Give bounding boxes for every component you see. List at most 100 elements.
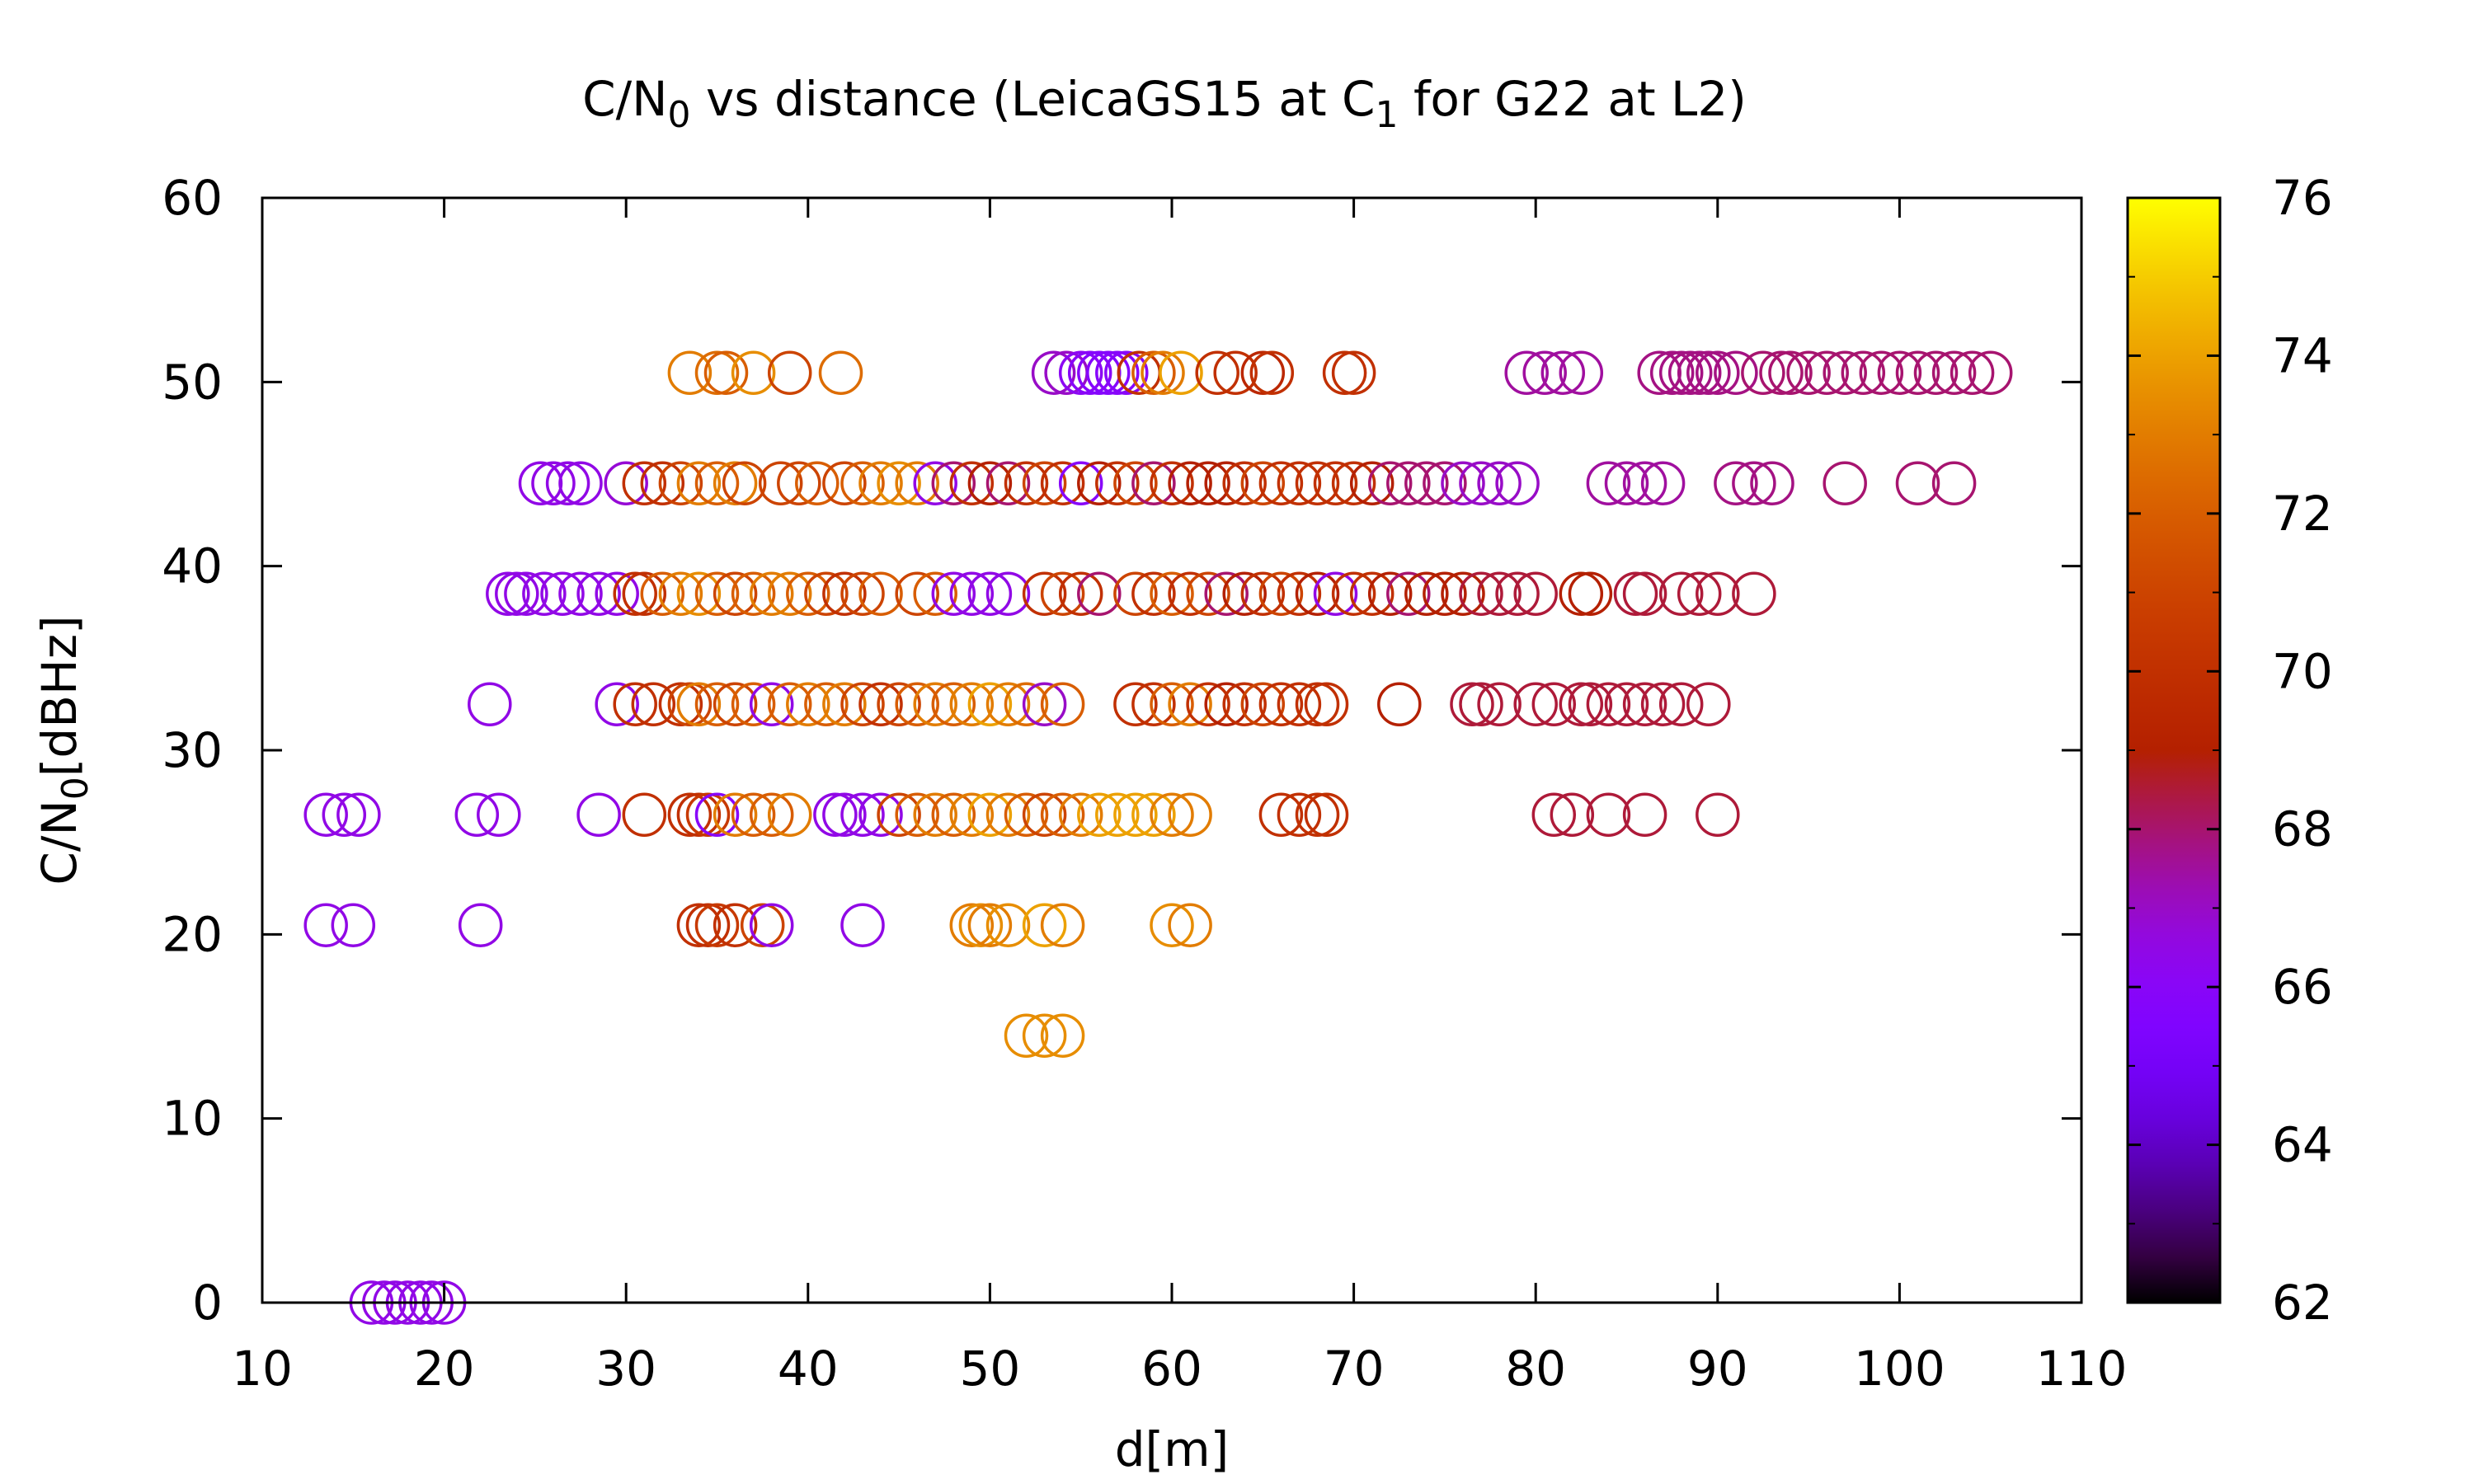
data-point [1004,792,1049,837]
data-point [877,792,921,837]
data-point [458,903,503,947]
data-point [818,350,863,395]
data-point [913,461,957,505]
data-point [822,461,867,505]
data-point [949,792,995,837]
data-point [1150,461,1194,505]
data-point [322,792,367,837]
data-point [731,350,776,395]
x-tick-label: 110 [2036,1341,2128,1397]
data-point [1186,571,1230,616]
data-point [985,682,1031,726]
data-point [1677,350,1722,395]
data-point [1750,461,1794,505]
data-point [1313,571,1358,616]
y-tick-label: 30 [162,722,223,778]
data-point [1113,792,1158,837]
data-point [949,461,995,505]
data-point [1313,461,1358,505]
data-point [1304,792,1349,837]
data-point [786,571,830,616]
data-point [1331,350,1376,395]
data-point [495,571,539,616]
data-point [786,682,830,726]
data-point [949,903,995,947]
data-point [1732,571,1776,616]
data-point [1141,350,1185,395]
data-point [1295,571,1340,616]
x-axis-label: d[m] [1115,1421,1230,1477]
data-point [1386,461,1431,505]
data-point [504,571,548,616]
data-point [694,461,740,505]
data-point [840,461,885,505]
data-point [1131,461,1176,505]
data-point [1423,571,1467,616]
data-point [1459,461,1503,505]
data-point [877,682,921,726]
data-point [1150,903,1194,947]
data-point [595,682,639,726]
data-point [1022,903,1067,947]
data-point [1804,350,1849,395]
data-point [640,571,685,616]
data-point [1058,792,1103,837]
data-point [913,792,957,837]
data-point [1658,682,1704,726]
data-point [1077,461,1122,505]
data-point [1658,571,1704,616]
data-point [1295,682,1340,726]
data-point [1349,461,1395,505]
x-tick-label: 20 [414,1341,475,1397]
data-point [1031,350,1076,395]
data-point [1423,461,1467,505]
data-point [931,682,976,726]
data-point [1568,571,1613,616]
data-point [1040,1013,1085,1058]
data-point [1022,682,1067,726]
data-point [731,571,776,616]
data-point [858,461,903,505]
data-point [1377,682,1422,726]
data-point [558,461,603,505]
y-tick-label: 40 [162,538,223,594]
data-point [1204,682,1249,726]
data-point [1504,350,1549,395]
data-point [795,461,840,505]
data-point [749,682,794,726]
x-tick-label: 70 [1324,1341,1385,1397]
data-point [804,571,849,616]
data-point [303,792,348,837]
data-point [895,792,939,837]
data-point [1622,792,1667,837]
data-point [676,461,722,505]
data-point [713,461,758,505]
data-point [1931,350,1977,395]
data-point [895,682,939,726]
data-point [1349,571,1395,616]
data-point [1649,350,1695,395]
data-point [767,350,812,395]
data-point [1222,571,1267,616]
data-point [640,461,685,505]
data-point [1095,792,1140,837]
data-point [1186,682,1230,726]
data-point [1067,350,1112,395]
data-point [1931,461,1977,505]
data-point [1095,350,1140,395]
data-point [1604,461,1649,505]
data-point [1441,571,1485,616]
data-point [1477,682,1522,726]
data-point [1404,461,1449,505]
data-point [604,461,648,505]
data-point [1095,461,1140,505]
data-point [713,571,758,616]
data-point [631,682,676,726]
data-point [336,792,381,837]
data-point [1568,682,1613,726]
data-point [667,682,713,726]
colorbar-tick-label: 70 [2272,643,2333,699]
x-tick-label: 10 [232,1341,293,1397]
data-point [1040,903,1085,947]
y-tick-label: 50 [162,354,223,410]
